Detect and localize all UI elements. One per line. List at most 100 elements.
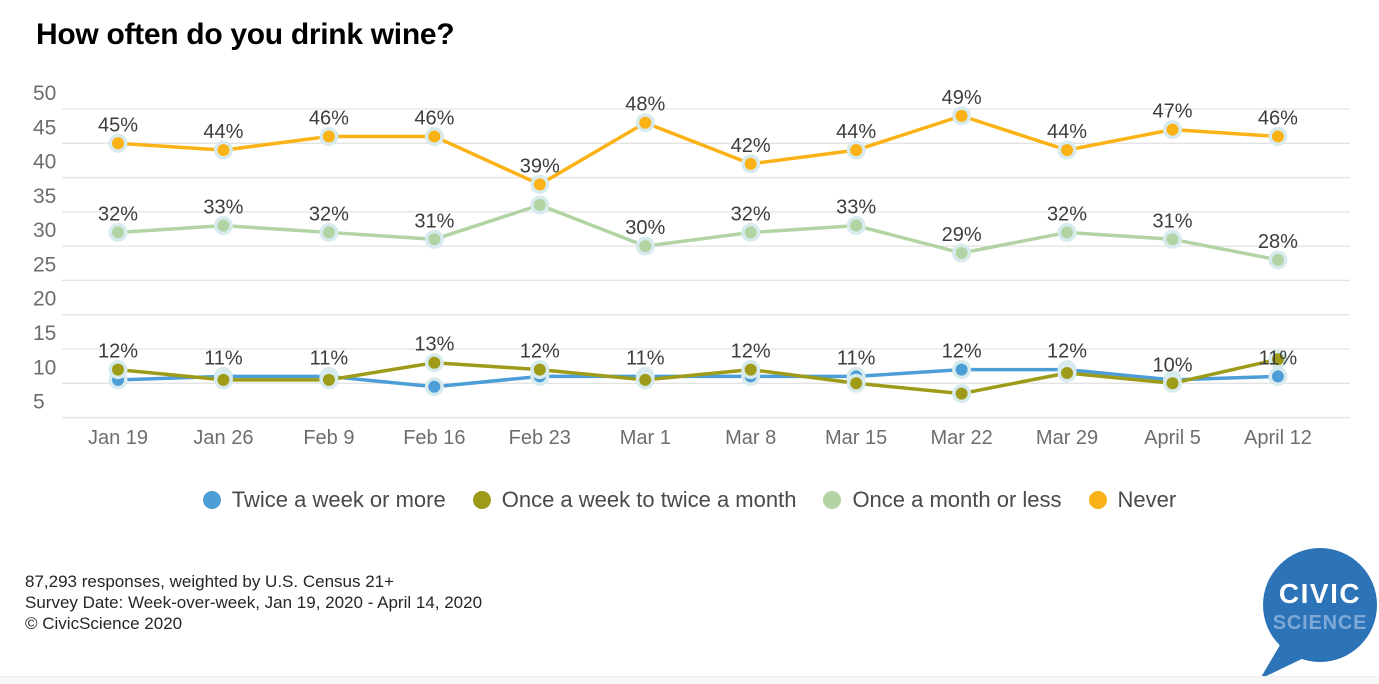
- legend-item-2: Once a week to twice a month: [472, 487, 797, 513]
- data-label: 32%: [309, 203, 349, 225]
- x-tick-label: Feb 23: [509, 427, 571, 449]
- data-label: 39%: [520, 155, 560, 177]
- series-marker: [639, 116, 652, 129]
- series-marker: [1271, 370, 1284, 383]
- data-label: 29%: [942, 224, 982, 246]
- series-marker: [533, 199, 546, 212]
- data-label: 33%: [836, 197, 876, 219]
- legend-dot: [823, 491, 842, 509]
- data-label: 11%: [310, 347, 349, 369]
- data-label: 48%: [625, 94, 665, 116]
- legend-label: Twice a week or more: [231, 487, 446, 512]
- series-marker: [322, 226, 335, 239]
- chart-title: How often do you drink wine?: [36, 18, 455, 51]
- series-marker: [1166, 123, 1179, 136]
- series-marker: [1061, 367, 1074, 380]
- civicscience-logo: CIVIC SCIENCE: [1260, 548, 1377, 679]
- data-label: 11%: [1259, 347, 1298, 369]
- series-marker: [1061, 144, 1074, 157]
- footer-copyright: © CivicScience 2020: [25, 614, 183, 633]
- series-marker: [322, 373, 335, 386]
- x-tick-label: Mar 15: [825, 427, 887, 449]
- series-marker: [1061, 226, 1074, 239]
- series-marker: [217, 373, 230, 386]
- y-tick-label: 5: [33, 391, 45, 414]
- x-tick-label: Mar 8: [725, 427, 776, 449]
- y-tick-label: 50: [33, 82, 56, 105]
- legend-label: Once a month or less: [852, 487, 1062, 512]
- x-tick-label: Feb 16: [403, 427, 465, 449]
- y-tick-label: 45: [33, 116, 56, 139]
- data-label: 49%: [942, 87, 982, 109]
- data-label: 33%: [203, 197, 243, 219]
- footer-survey-date: Survey Date: Week-over-week, Jan 19, 202…: [25, 593, 483, 612]
- series-marker: [112, 226, 124, 239]
- series-marker: [744, 363, 757, 376]
- series-marker: [322, 130, 335, 143]
- data-label: 45%: [98, 114, 138, 136]
- series-marker: [428, 233, 441, 246]
- x-tick-label: Feb 9: [303, 427, 354, 449]
- x-tick-label: Mar 22: [930, 427, 992, 449]
- data-label: 11%: [204, 347, 243, 369]
- wine-frequency-line-chart: 5 10 15 20 25 30 35 40 45 50 Jan 19 Jan 26 Feb 9 Feb …: [33, 82, 1350, 449]
- legend-label: Never: [1117, 487, 1177, 512]
- logo-text-civic: CIVIC: [1279, 578, 1361, 609]
- logo-text-science: SCIENCE: [1273, 612, 1368, 634]
- series-marker: [112, 137, 124, 150]
- data-label: 42%: [731, 135, 771, 157]
- data-label: 44%: [1047, 121, 1087, 143]
- x-tick-label: Jan 26: [193, 427, 253, 449]
- data-label: 46%: [1258, 107, 1298, 129]
- y-tick-label: 30: [33, 219, 56, 242]
- legend-dot: [1088, 491, 1107, 509]
- series-marker: [533, 178, 546, 191]
- logo-bubble: [1263, 548, 1377, 662]
- x-tick-label: Jan 19: [88, 427, 148, 449]
- series-marker: [428, 130, 441, 143]
- legend-label: Once a week to twice a month: [501, 487, 797, 512]
- chart-footer: 87,293 responses, weighted by U.S. Censu…: [25, 571, 482, 634]
- series-line: [116, 203, 1280, 262]
- series-marker: [1166, 377, 1179, 390]
- y-tick-label: 15: [33, 322, 56, 345]
- data-label: 13%: [414, 334, 454, 356]
- series-marker: [744, 226, 757, 239]
- chart-legend: Twice a week or more Once a week to twice…: [0, 487, 1379, 513]
- data-label: 28%: [1258, 231, 1298, 253]
- data-label: 32%: [98, 203, 138, 225]
- series-line: [116, 114, 1280, 187]
- series-marker: [428, 380, 441, 393]
- data-label: 46%: [309, 107, 349, 129]
- series-marker: [850, 144, 863, 157]
- series-line: [116, 357, 1280, 396]
- series-marker: [639, 373, 652, 386]
- data-label: 12%: [520, 341, 560, 363]
- legend-item-1: Twice a week or more: [202, 487, 446, 513]
- data-label: 31%: [1152, 210, 1192, 232]
- legend-item-4: Never: [1088, 487, 1177, 513]
- x-tick-label: April 5: [1144, 427, 1201, 449]
- series-marker: [850, 377, 863, 390]
- series-marker: [112, 363, 124, 376]
- series-marker: [217, 219, 230, 232]
- series-marker: [533, 363, 546, 376]
- data-label: 12%: [1047, 341, 1087, 363]
- data-label: 32%: [731, 203, 771, 225]
- x-tick-label: Mar 29: [1036, 427, 1098, 449]
- legend-dot: [472, 491, 491, 509]
- data-label: 12%: [98, 341, 138, 363]
- series-marker: [639, 240, 652, 253]
- series-marker: [1271, 353, 1284, 366]
- series-marker: [850, 219, 863, 232]
- data-label: 31%: [414, 210, 454, 232]
- data-label: 44%: [203, 121, 243, 143]
- data-label: 11%: [626, 347, 665, 369]
- data-label: 12%: [731, 341, 771, 363]
- series-marker: [955, 247, 968, 260]
- series-marker: [955, 109, 968, 122]
- data-label: 44%: [836, 121, 876, 143]
- y-tick-label: 10: [33, 356, 56, 379]
- y-tick-label: 40: [33, 151, 56, 174]
